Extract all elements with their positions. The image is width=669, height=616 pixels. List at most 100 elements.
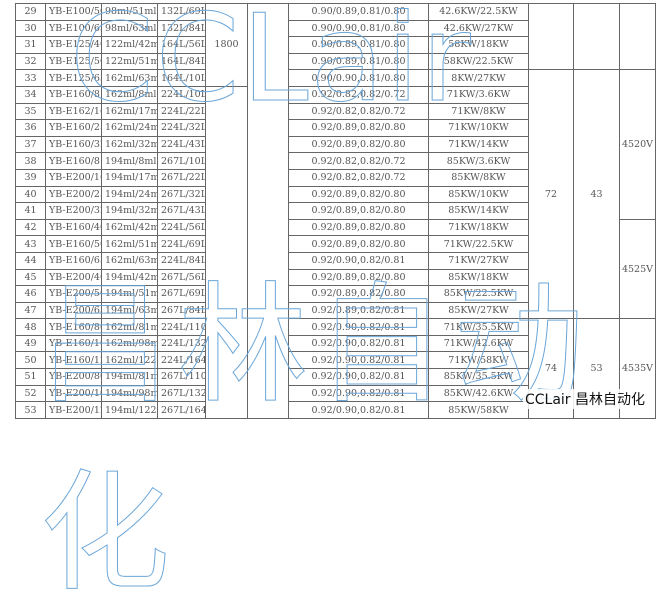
- ratio-cell: 0.92/0.89,0.82/0.80: [288, 218, 429, 237]
- power-cell: 85KW/3.6KW: [428, 152, 529, 170]
- flow-cell: 224L/43L: [157, 135, 206, 154]
- power-cell: 71KW/42.6KW: [428, 334, 529, 353]
- displacement-cell: 162ml/63ml: [101, 69, 158, 87]
- model-cell: YB-E200/80: [45, 368, 102, 386]
- row-number-cell: 52: [15, 384, 46, 403]
- ratio-cell: 0.92/0.89,0.82/0.80: [288, 268, 429, 287]
- displacement-cell: 162ml/8ml: [101, 85, 158, 104]
- row-number-cell: 45: [15, 268, 46, 287]
- row-number-cell: 30: [15, 19, 46, 38]
- displacement-cell: 194ml/32ml: [101, 202, 158, 220]
- row-number-cell: 47: [15, 301, 46, 320]
- row-number-cell: 44: [15, 251, 46, 270]
- displacement-cell: 162ml/32ml: [101, 135, 158, 154]
- power-cell: 58KW/22.5KW: [428, 52, 529, 71]
- row-number-cell: 33: [15, 69, 46, 87]
- col10-merged-cell: [573, 2, 620, 71]
- displacement-cell: 162ml/51ml: [101, 235, 158, 253]
- displacement-cell: 162ml/98ml: [101, 334, 158, 353]
- flow-cell: 267L/164L: [157, 401, 206, 419]
- model-cell: YB-E160/80: [45, 318, 102, 336]
- model-cell: YB-E200/50: [45, 285, 102, 303]
- spec-table: 29 YB-E100/50 98ml/51ml 132L/69L 1800 0.90/0.…: [15, 2, 656, 419]
- model-cell: YB-E160/125: [45, 351, 102, 370]
- flow-cell: 224L/10L: [157, 85, 206, 104]
- ratio-cell: 0.92/0.89,0.82/0.80: [288, 119, 429, 137]
- model-cell: YB-E125/50: [45, 52, 102, 71]
- flow-cell: 267L/43L: [157, 202, 206, 220]
- flow-cell: 224L/110L: [157, 318, 206, 336]
- ratio-cell: 0.92/0.90,0.82/0.81: [288, 368, 429, 386]
- table-row: 45 YB-E200/40 194ml/42ml 267L/56L 0.92/0.89,…: [15, 268, 656, 287]
- ratio-cell: 0.90/0.89,0.81/0.80: [288, 52, 429, 71]
- row-number-cell: 49: [15, 334, 46, 353]
- col10-merged-cell: 43: [573, 69, 620, 320]
- flow-cell: 164L/84L: [157, 52, 206, 71]
- power-cell: 71KW/14KW: [428, 135, 529, 154]
- ratio-cell: 0.92/0.90,0.82/0.81: [288, 251, 429, 270]
- power-cell: 85KW/22.5KW: [428, 285, 529, 303]
- row-number-cell: 48: [15, 318, 46, 336]
- displacement-cell: 194ml/24ml: [101, 185, 158, 204]
- flow-cell: 267L/10L: [157, 152, 206, 170]
- row-number-cell: 34: [15, 85, 46, 104]
- flow-cell: 224L/22L: [157, 102, 206, 121]
- row-number-cell: 36: [15, 119, 46, 137]
- power-cell: 85KW/8KW: [428, 168, 529, 187]
- ratio-cell: 0.90/0.90,0.81/0.80: [288, 69, 429, 87]
- row-number-cell: 50: [15, 351, 46, 370]
- table-row: 36 YB-E160/25 162ml/24ml 224L/32L 0.92/0.89,…: [15, 119, 656, 137]
- flow-cell: 224L/56L: [157, 218, 206, 237]
- model-cell: YB-E160/50: [45, 235, 102, 253]
- ratio-cell: 0.92/0.90,0.82/0.81: [288, 384, 429, 403]
- table-row: 41 YB-E200/32 194ml/32ml 267L/43L 0.92/0.89,…: [15, 202, 656, 220]
- flow-cell: 224L/84L: [157, 251, 206, 270]
- ratio-cell: 0.92/0.90,0.82/0.81: [288, 318, 429, 336]
- power-cell: 8KW/27KW: [428, 69, 529, 87]
- power-cell: 71KW/3.6KW: [428, 85, 529, 104]
- displacement-cell: 162ml/81ml: [101, 318, 158, 336]
- displacement-cell: 194ml/81ml: [101, 368, 158, 386]
- col5-merged-cell: [205, 85, 248, 419]
- row-number-cell: 38: [15, 152, 46, 170]
- ratio-cell: 0.92/0.90,0.82/0.81: [288, 334, 429, 353]
- power-cell: 85KW/58KW: [428, 401, 529, 419]
- power-cell: 71KW/10KW: [428, 119, 529, 137]
- ratio-cell: 0.92/0.89,0.82/0.80: [288, 185, 429, 204]
- displacement-cell: 98ml/63ml: [101, 19, 158, 38]
- ratio-cell: 0.92/0.89,0.82/0.81: [288, 301, 429, 320]
- model-cell: YB-E100/50: [45, 3, 102, 21]
- displacement-cell: 194ml/42ml: [101, 268, 158, 287]
- ratio-cell: 0.92/0.89,0.82/0.80: [288, 135, 429, 154]
- table-row: 29 YB-E100/50 98ml/51ml 132L/69L 1800 0.90/0.…: [15, 2, 656, 419]
- table-row: 39 YB-E200/16 194ml/17ml 267L/22L 0.92/0.82,…: [15, 168, 656, 187]
- power-cell: 71KW/27KW: [428, 251, 529, 270]
- model-cell: YB-E160/63: [45, 251, 102, 270]
- ratio-cell: 0.92/0.89,0.82/0.80: [288, 285, 429, 303]
- ratio-cell: 0.90/0.90,0.81/0.80: [288, 19, 429, 38]
- power-cell: 85KW/14KW: [428, 202, 529, 220]
- power-cell: 85KW/27KW: [428, 301, 529, 320]
- flow-cell: 267L/32L: [157, 185, 206, 204]
- model-cell: YB-E200/40: [45, 268, 102, 287]
- displacement-cell: 162ml/63ml: [101, 251, 158, 270]
- row-number-cell: 37: [15, 135, 46, 154]
- ratio-cell: 0.92/0.82,0.82/0.72: [288, 152, 429, 170]
- power-cell: 71KW/18KW: [428, 218, 529, 237]
- table-row: 42 YB-E160/40 162ml/42ml 224L/56L 0.92/0.89,…: [15, 218, 656, 320]
- empty-column: [247, 3, 289, 419]
- flow-cell: 267L/110L: [157, 368, 206, 386]
- row-number-cell: 40: [15, 185, 46, 204]
- model-cell: YB-E200/63: [45, 301, 102, 320]
- displacement-cell: 194ml/63ml: [101, 301, 158, 320]
- ratio-cell: 0.92/0.89,0.82/0.80: [288, 202, 429, 220]
- displacement-cell: 162ml/42ml: [101, 218, 158, 237]
- power-cell: 71KW/22.5KW: [428, 235, 529, 253]
- row-number-cell: 31: [15, 36, 46, 54]
- model-cell: YB-E125/40: [45, 36, 102, 54]
- power-cell: 71KW/58KW: [428, 351, 529, 370]
